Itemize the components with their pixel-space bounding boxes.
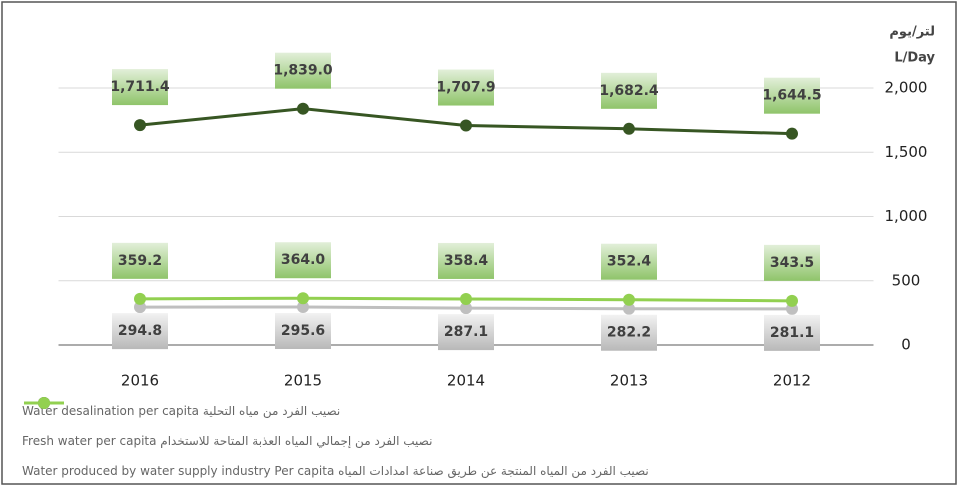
data-label-box bbox=[601, 314, 657, 351]
axis-title-ar: لتر/يوم bbox=[889, 25, 935, 40]
legend-item: نصيب الفرد من إجمالي المياه العذبة المتا… bbox=[22, 397, 922, 456]
data-point bbox=[460, 119, 472, 132]
legend: نصيب الفرد من مياه التحلية Water desalin… bbox=[22, 396, 922, 486]
data-label-box bbox=[764, 244, 820, 281]
data-label-box bbox=[601, 243, 657, 280]
x-tick-label: 2016 bbox=[121, 372, 159, 390]
data-label-box bbox=[112, 313, 168, 350]
data-label-box bbox=[764, 314, 820, 351]
y-tick-label: 1,500 bbox=[885, 143, 928, 161]
data-point bbox=[134, 119, 146, 132]
data-point bbox=[786, 294, 798, 307]
legend-marker bbox=[24, 397, 64, 409]
data-label: 295.6 bbox=[281, 323, 325, 339]
data-label-box bbox=[764, 77, 820, 114]
legend-label: نصيب الفرد من مياه التحلية Water desalin… bbox=[22, 404, 341, 418]
data-point bbox=[134, 292, 146, 305]
data-label: 343.5 bbox=[770, 255, 814, 271]
data-label: 1,682.4 bbox=[599, 83, 659, 99]
data-label-box bbox=[438, 314, 494, 351]
data-label: 1,839.0 bbox=[273, 63, 333, 79]
data-label-box bbox=[601, 72, 657, 109]
data-point bbox=[623, 293, 635, 306]
data-label: 352.4 bbox=[607, 254, 652, 270]
legend-item: نصيب الفرد من المياه المنتجة عن طريق صنا… bbox=[22, 397, 922, 486]
y-tick-label: 2,000 bbox=[885, 79, 928, 97]
data-label-box bbox=[112, 69, 168, 106]
data-label-box bbox=[438, 69, 494, 106]
legend-label: نصيب الفرد من المياه المنتجة عن طريق صنا… bbox=[22, 464, 649, 478]
data-label: 287.1 bbox=[444, 324, 488, 340]
data-label: 294.8 bbox=[118, 323, 162, 339]
x-tick-label: 2013 bbox=[610, 372, 648, 390]
data-point bbox=[623, 122, 635, 135]
data-label: 1,644.5 bbox=[762, 88, 821, 104]
x-tick-label: 2015 bbox=[284, 372, 322, 390]
data-point bbox=[786, 127, 798, 140]
data-label: 282.2 bbox=[607, 325, 651, 341]
data-label-box bbox=[112, 242, 168, 279]
data-point bbox=[460, 302, 472, 315]
y-tick-label: 500 bbox=[892, 271, 921, 289]
axis-title-en: L/Day bbox=[894, 51, 935, 66]
data-label-box bbox=[275, 242, 331, 279]
data-label: 1,707.9 bbox=[436, 80, 495, 96]
data-point bbox=[297, 292, 309, 305]
x-tick-label: 2012 bbox=[773, 372, 811, 390]
y-tick-label: 1,000 bbox=[885, 207, 928, 225]
data-label: 364.0 bbox=[281, 252, 326, 268]
legend-label: نصيب الفرد من إجمالي المياه العذبة المتا… bbox=[22, 434, 433, 448]
legend-item: نصيب الفرد من مياه التحلية Water desalin… bbox=[22, 396, 922, 426]
data-label: 358.4 bbox=[444, 253, 489, 269]
data-point bbox=[134, 301, 146, 314]
data-label: 359.2 bbox=[118, 253, 162, 269]
x-tick-label: 2014 bbox=[447, 372, 485, 390]
data-point bbox=[623, 302, 635, 315]
legend-dot bbox=[38, 397, 50, 409]
data-point bbox=[297, 301, 309, 314]
data-label: 1,711.4 bbox=[110, 79, 170, 95]
y-tick-label: 0 bbox=[901, 336, 911, 354]
data-label: 281.1 bbox=[770, 325, 814, 341]
data-point bbox=[297, 102, 309, 115]
data-label-box bbox=[275, 313, 331, 350]
data-point bbox=[460, 292, 472, 305]
data-label-box bbox=[438, 242, 494, 279]
data-label-box bbox=[275, 52, 331, 89]
